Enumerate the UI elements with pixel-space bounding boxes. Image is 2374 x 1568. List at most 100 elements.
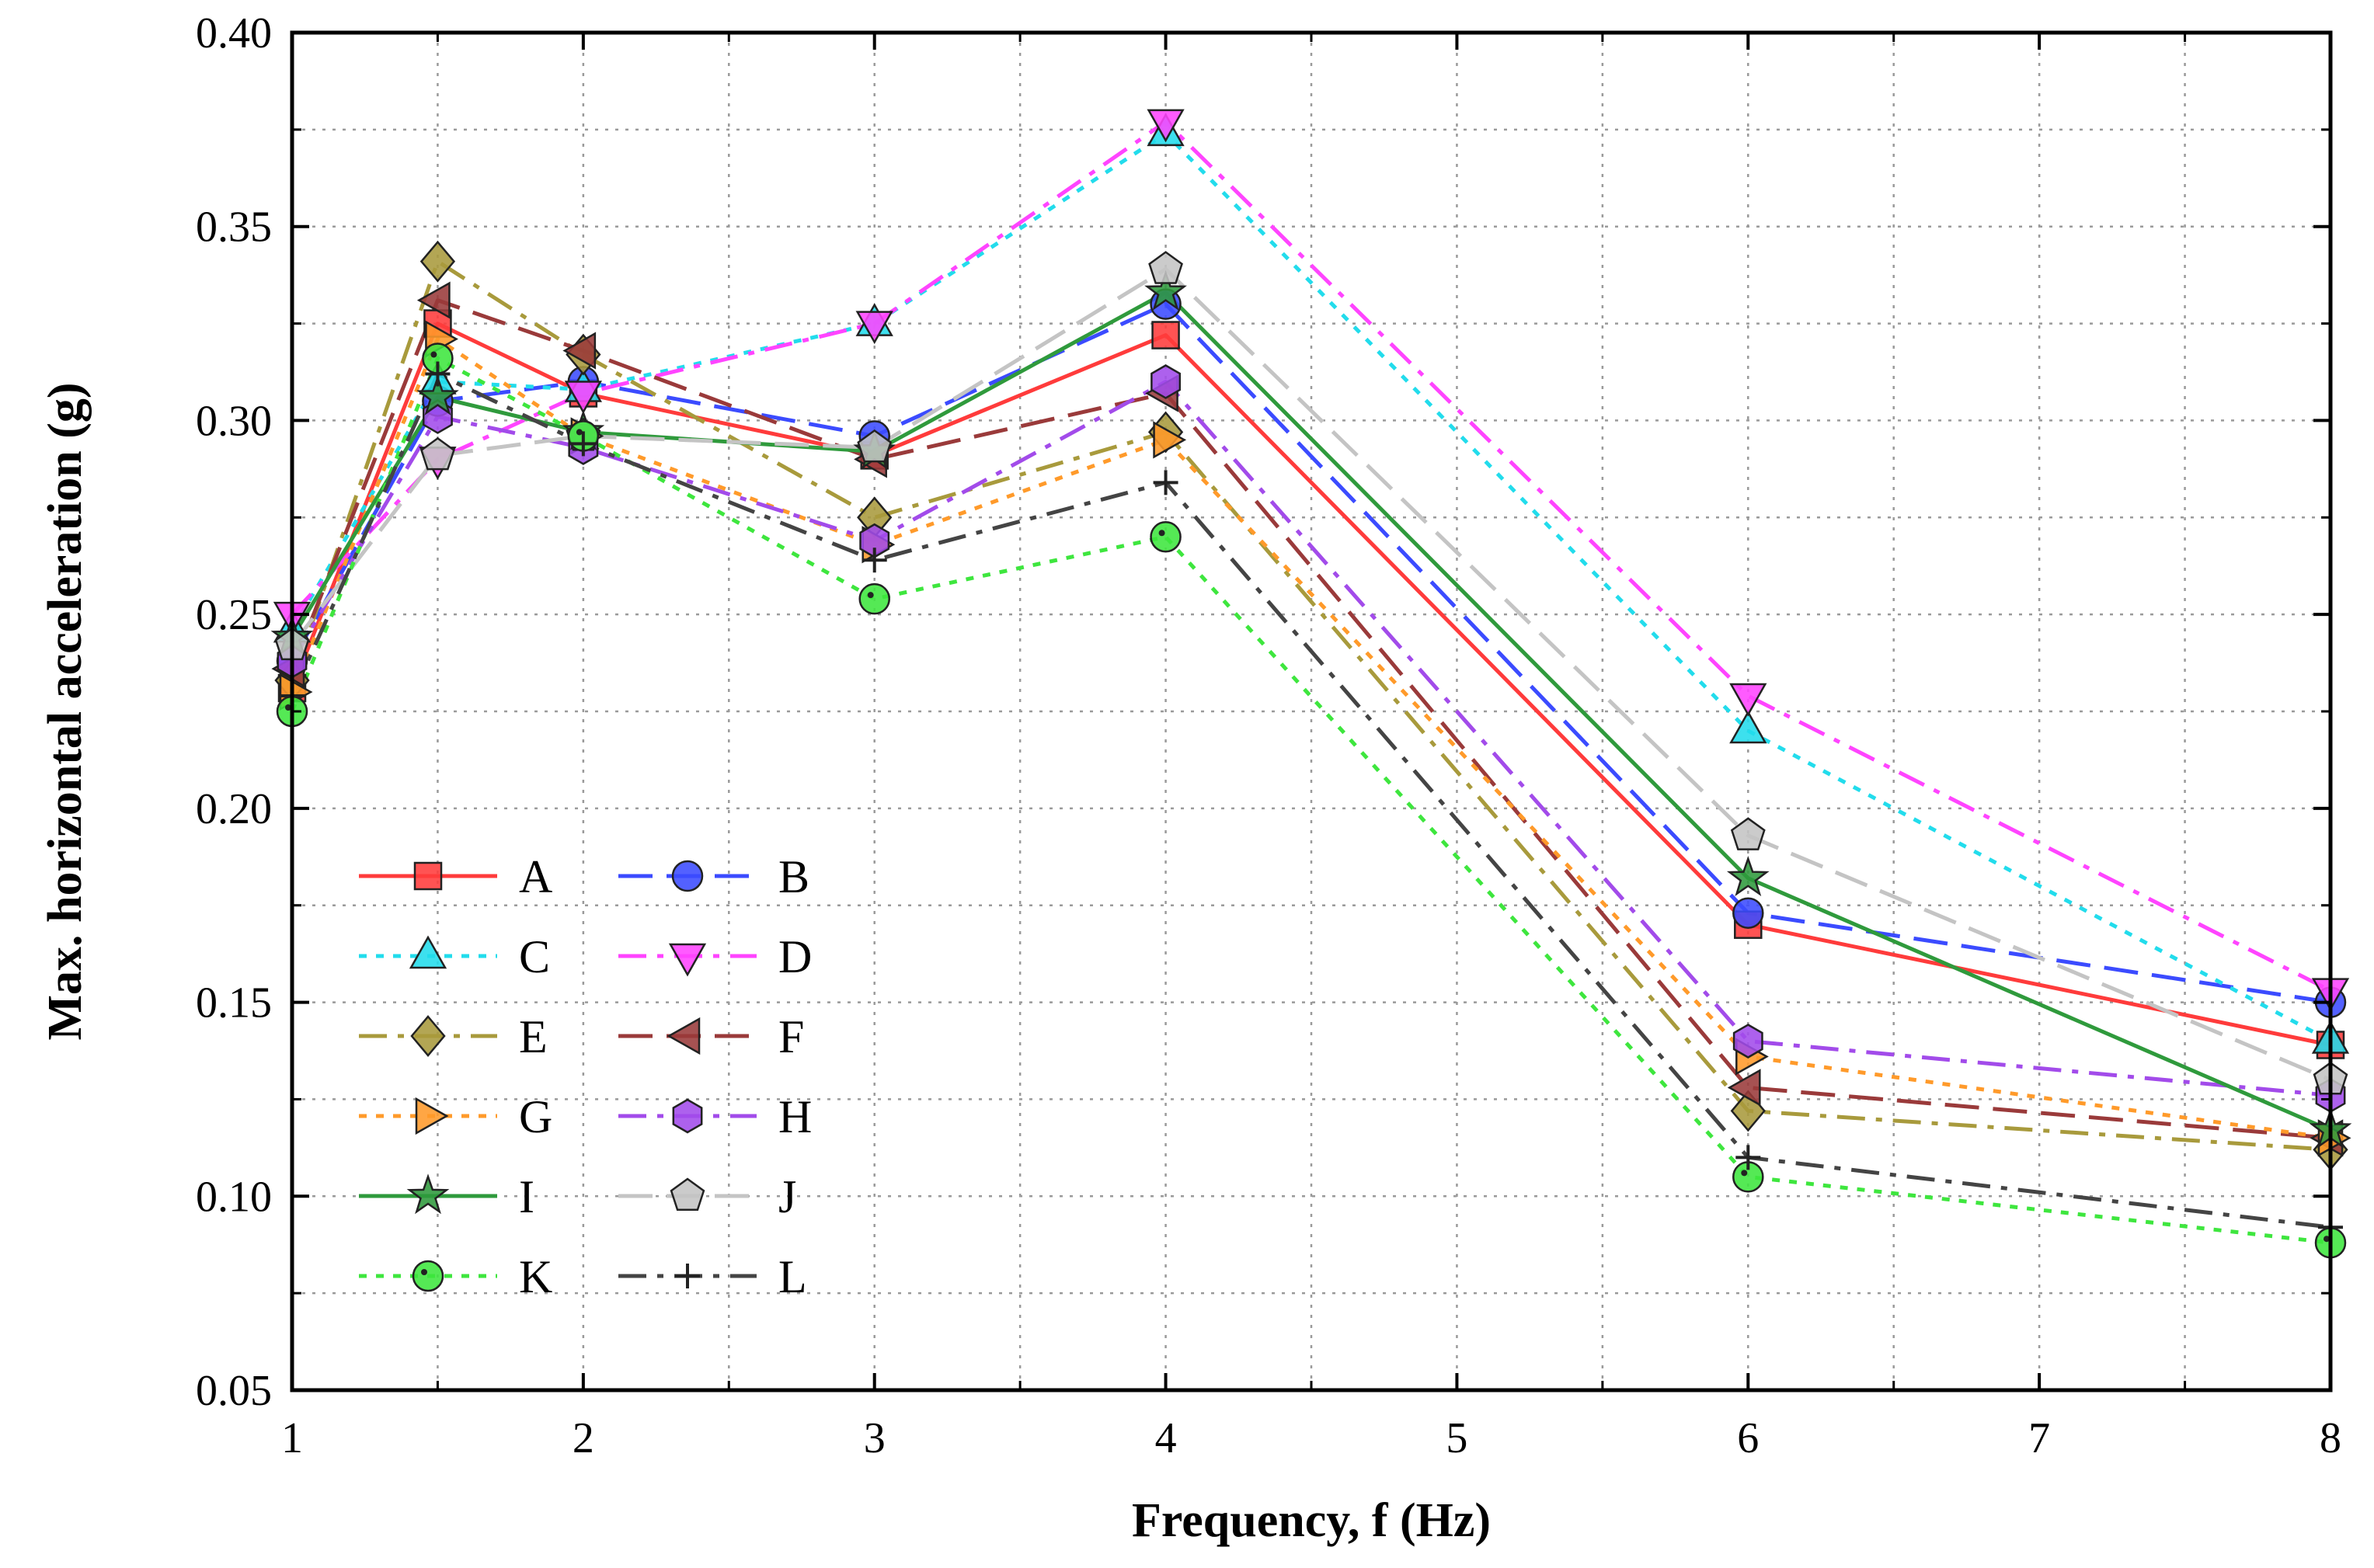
legend-entry-h: H <box>618 1091 812 1142</box>
data-point <box>1732 1161 1764 1193</box>
legend-entry-d: D <box>618 931 812 982</box>
data-point <box>412 1260 444 1292</box>
x-axis-title: Frequency, f (Hz) <box>1132 1494 1491 1547</box>
data-point <box>675 1264 700 1288</box>
data-point <box>420 436 455 471</box>
legend-label: E <box>519 1011 548 1062</box>
data-point-dot <box>421 1269 427 1275</box>
x-tick-label: 2 <box>573 1414 594 1462</box>
data-point-dot <box>1741 1170 1748 1177</box>
legend-label: G <box>519 1091 552 1142</box>
data-point <box>1732 897 1764 929</box>
x-tick-label: 1 <box>281 1414 303 1462</box>
data-point <box>416 374 459 415</box>
y-tick-label: 0.40 <box>196 9 272 57</box>
data-point-dot <box>576 429 583 436</box>
x-tick-label: 3 <box>864 1414 886 1462</box>
data-point-dot <box>430 351 437 358</box>
data-point <box>1150 364 1182 399</box>
data-point <box>1729 710 1767 744</box>
y-tick-label: 0.10 <box>196 1173 272 1221</box>
data-point <box>413 861 443 891</box>
data-point <box>1729 683 1767 717</box>
series-line <box>291 267 2331 1082</box>
legend-entry-b: B <box>618 851 809 902</box>
data-point <box>671 860 704 892</box>
y-tick-label: 0.05 <box>196 1367 272 1415</box>
legend-label: D <box>778 931 812 982</box>
y-tick-label: 0.30 <box>196 397 272 445</box>
legend-label: I <box>519 1171 534 1222</box>
data-point <box>1730 817 1766 850</box>
data-point <box>1147 109 1185 143</box>
x-tick-label: 7 <box>2028 1414 2050 1462</box>
legend-label: F <box>778 1011 804 1062</box>
x-tick-label: 6 <box>1737 1414 1759 1462</box>
data-point <box>855 311 893 345</box>
data-point-dot <box>867 592 874 599</box>
data-point-dot <box>285 704 291 711</box>
series-line <box>291 120 2332 993</box>
data-point <box>410 1015 446 1057</box>
data-point <box>1727 1069 1761 1107</box>
y-tick-label: 0.35 <box>196 203 272 252</box>
legend-label: H <box>778 1091 812 1142</box>
legend-label: J <box>778 1171 796 1222</box>
legend: A B C D E F G H I J K L <box>359 851 812 1302</box>
data-point <box>1148 251 1183 284</box>
data-point <box>672 1098 703 1134</box>
data-point-body <box>412 1260 444 1292</box>
data-point-dot <box>1158 530 1165 537</box>
data-point <box>862 548 887 573</box>
y-axis-title: Max. horizontal acceleration (g) <box>39 382 92 1040</box>
data-point <box>1153 421 1187 459</box>
legend-entry-e: E <box>359 1011 548 1062</box>
series-layer <box>270 109 2352 1259</box>
data-point <box>415 1097 449 1135</box>
legend-entry-l: L <box>618 1251 807 1302</box>
data-point <box>406 1173 450 1215</box>
legend-entry-a: A <box>359 851 552 902</box>
data-point <box>667 1017 701 1055</box>
data-point <box>857 429 893 463</box>
legend-label: A <box>519 851 552 902</box>
data-point <box>1732 1024 1763 1059</box>
series-j <box>291 267 2331 1082</box>
grid <box>292 33 2330 1390</box>
data-point <box>670 1177 705 1212</box>
data-point <box>668 943 707 977</box>
data-point <box>564 381 602 415</box>
data-point <box>1151 321 1180 349</box>
y-tick-label: 0.20 <box>196 785 272 833</box>
data-point <box>425 361 451 387</box>
data-point <box>1735 1145 1761 1170</box>
legend-entry-g: G <box>359 1091 552 1142</box>
data-point <box>1144 269 1187 311</box>
data-point-body <box>1150 521 1182 553</box>
axis-ticks: 1 2 3 4 5 6 7 8 0.05 0.10 0.15 0.20 0.25 0.30 0.35 0.40 <box>196 9 2341 1462</box>
data-point-dot <box>2324 1236 2330 1243</box>
legend-label: L <box>778 1251 807 1302</box>
x-tick-label: 8 <box>2320 1414 2341 1462</box>
legend-label: C <box>519 931 550 982</box>
series-d <box>291 120 2332 993</box>
y-tick-label: 0.15 <box>196 979 272 1027</box>
data-point <box>562 332 597 370</box>
legend-entry-i: I <box>359 1171 534 1222</box>
legend-label: B <box>778 851 809 902</box>
data-point <box>1153 470 1178 495</box>
legend-entry-j: J <box>618 1171 796 1222</box>
data-point <box>416 281 451 319</box>
data-point <box>1150 521 1182 553</box>
data-point <box>419 240 456 283</box>
x-tick-label: 4 <box>1155 1414 1177 1462</box>
legend-entry-c: C <box>359 931 550 982</box>
data-point-body <box>858 582 890 615</box>
data-point <box>409 935 447 969</box>
legend-entry-k: K <box>359 1251 552 1302</box>
data-point <box>570 431 596 457</box>
legend-entry-f: F <box>618 1011 804 1062</box>
data-point <box>858 582 890 615</box>
